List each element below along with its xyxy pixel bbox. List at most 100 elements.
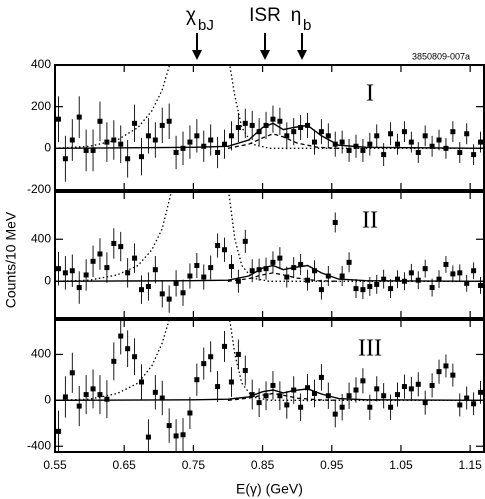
data-point [145,284,151,289]
data-point [429,382,435,388]
data-point [256,129,262,135]
curve-solid [55,122,484,149]
data-point [401,384,407,390]
data-point [436,276,442,282]
x-axis-label: E(γ) (GeV) [236,481,303,497]
data-point [367,404,373,410]
data-point [166,296,172,302]
panel-frame [54,64,485,191]
data-point [298,125,304,130]
data-point [346,393,352,399]
arrow-head [192,50,202,60]
data-point [76,285,82,291]
data-point [443,261,449,267]
data-point [325,133,331,139]
data-point [132,354,138,360]
data-point [187,410,193,416]
data-point [457,150,463,155]
data-point [478,389,484,395]
data-point [62,270,68,276]
data-point [408,139,414,145]
y-tick-label: 0 [44,393,51,407]
data-point [291,129,297,135]
data-point [83,272,89,278]
data-point [228,133,234,139]
data-point [443,145,449,151]
data-point [180,432,186,438]
data-point [194,133,200,139]
data-point [284,402,290,408]
data-point [138,287,144,293]
data-point [173,433,179,439]
data-point [138,379,144,385]
data-point [138,154,144,160]
data-point [76,114,82,120]
data-point [118,244,124,250]
data-point [187,273,193,279]
data-point [318,287,324,293]
data-point [222,141,228,147]
data-point [270,382,276,388]
data-point [457,402,463,408]
data-point [242,238,248,244]
data-point [173,280,179,286]
data-point [201,274,207,280]
data-point [311,139,317,145]
data-point [222,343,228,349]
data-point [208,137,214,143]
data-point [464,395,470,401]
data-point [111,358,117,364]
data-point [270,116,276,122]
data-point [346,147,352,153]
data-point [422,400,428,406]
data-point [436,137,442,143]
data-point [311,268,317,274]
data-point [298,404,304,410]
x-tick-label: 1.05 [389,458,413,472]
data-point [152,137,158,143]
data-point [263,393,269,399]
data-point [478,139,484,145]
data-point [374,386,380,392]
data-point [249,392,255,398]
data-point [381,393,387,399]
data-point [90,386,96,392]
data-point [388,404,394,410]
data-point [277,255,283,261]
data-point [415,277,421,283]
data-point [104,139,110,145]
panel-content [55,320,484,452]
data-point [83,392,89,398]
data-point [339,404,345,410]
data-point [104,265,110,271]
annotation: ISR [249,5,281,26]
data-point [90,258,96,264]
y-tick-label: -200 [27,182,51,196]
data-point [415,381,421,387]
data-point [277,393,283,399]
data-point [180,145,186,151]
panel-frame [54,191,485,319]
arrow-head [297,50,307,60]
data-point [464,280,470,286]
data-point [374,133,380,139]
data-point [381,276,387,282]
data-point [69,137,75,143]
y-tick-label: 0 [44,273,51,287]
data-point [215,150,221,155]
x-tick-label: 0.75 [182,458,206,472]
y-tick-label: 400 [31,347,51,361]
data-point [90,147,96,153]
data-point [145,434,151,440]
data-point [401,278,407,284]
data-point [180,290,186,296]
data-point [97,251,103,257]
data-point [62,156,68,162]
data-point [118,333,124,339]
y-tick-label: 0 [44,141,51,155]
data-point [256,400,262,406]
data-point [305,277,311,283]
data-point [325,273,331,279]
data-point [55,266,61,272]
curve-solid [55,264,484,282]
